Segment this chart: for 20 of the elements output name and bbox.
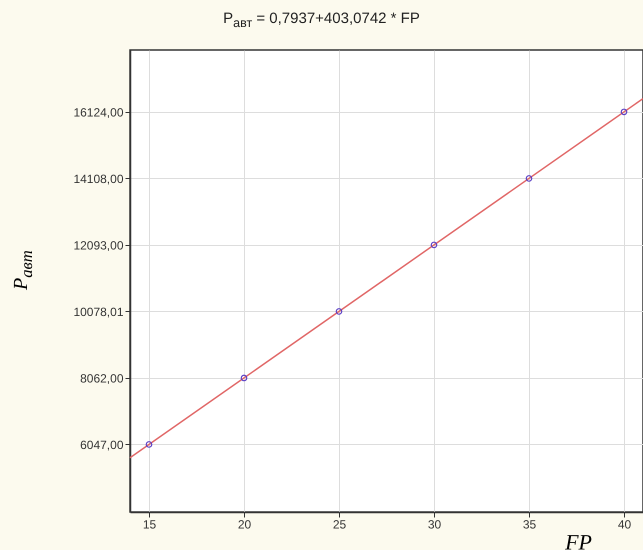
y-tick-label: 8062,00 <box>80 371 124 386</box>
y-tick-label: 16124,00 <box>73 105 124 120</box>
y-tick-label: 10078,01 <box>73 304 124 319</box>
x-tick-label: 40 <box>618 518 632 532</box>
point <box>430 242 438 248</box>
x-tick-label: 15 <box>142 518 156 532</box>
point <box>526 175 532 182</box>
point <box>146 441 152 448</box>
x-tick-label: 25 <box>332 518 346 532</box>
point <box>240 374 248 382</box>
y-tick-label: 6047,00 <box>80 438 124 452</box>
x-tick-label: 35 <box>522 518 536 532</box>
point <box>336 308 342 315</box>
x-tick-label: 30 <box>428 518 442 532</box>
point <box>620 108 628 116</box>
y-tick-label: 14108,00 <box>73 172 124 186</box>
y-tick-label: 12093,00 <box>73 238 124 252</box>
x-axis-title: FP <box>564 530 592 550</box>
x-tick-label: 20 <box>238 518 252 532</box>
chart-title: P$_{авт}$ = 0,7937+403,0742 * FP <box>222 10 421 30</box>
